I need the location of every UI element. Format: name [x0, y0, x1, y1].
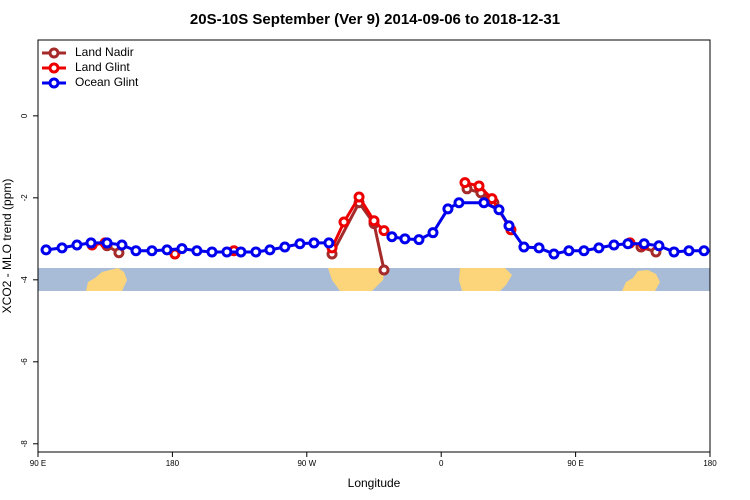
series	[40, 197, 710, 260]
x-tick-label: 90 E	[567, 459, 583, 468]
data-point	[338, 216, 350, 228]
data-point	[518, 241, 530, 253]
data-point	[638, 238, 650, 250]
data-point	[40, 244, 52, 256]
x-axis-label: Longitude	[348, 476, 401, 490]
data-point	[294, 238, 306, 250]
data-point	[563, 245, 575, 257]
data-point	[427, 227, 439, 239]
data-point	[399, 233, 411, 245]
series-line	[330, 199, 386, 271]
data-point	[308, 237, 320, 249]
data-point	[608, 239, 620, 251]
data-point	[453, 197, 465, 209]
data-point	[353, 191, 365, 203]
legend-marker	[48, 47, 60, 59]
data-point	[235, 246, 247, 258]
legend-label: Land Nadir	[75, 45, 134, 59]
y-tick-label: -4	[20, 276, 29, 284]
data-point	[101, 237, 113, 249]
data-point	[378, 225, 390, 237]
legend-marker	[48, 77, 60, 89]
map-strip	[38, 268, 710, 291]
data-point	[459, 177, 471, 189]
data-point	[622, 238, 634, 250]
land-shape	[459, 268, 512, 291]
y-tick-label: -6	[20, 358, 29, 366]
data-point	[71, 239, 83, 251]
data-point	[503, 220, 515, 232]
legend-label: Ocean Glint	[75, 75, 139, 89]
data-point	[323, 237, 335, 249]
x-tick-label: 90 E	[30, 459, 46, 468]
legend-label: Land Glint	[75, 60, 130, 74]
land-shape	[622, 270, 660, 291]
data-point	[442, 203, 454, 215]
y-tick-label: -8	[20, 440, 29, 448]
data-point	[146, 245, 158, 257]
data-point	[85, 237, 97, 249]
data-point	[493, 204, 505, 216]
data-point	[653, 240, 665, 252]
legend-marker	[48, 62, 60, 74]
data-point	[548, 248, 560, 260]
data-point	[368, 215, 380, 227]
data-point	[221, 246, 233, 258]
data-point	[413, 234, 425, 246]
data-point	[473, 180, 485, 192]
chart-title: 20S-10S September (Ver 9) 2014-09-06 to …	[190, 11, 560, 28]
data-point	[264, 244, 276, 256]
data-point	[250, 246, 262, 258]
y-axis-label: XCO2 - MLO trend (ppm)	[0, 179, 14, 314]
land-shape	[328, 268, 385, 291]
data-point	[116, 239, 128, 251]
data-point	[176, 243, 188, 255]
x-tick-label: 180	[166, 459, 180, 468]
y-tick-label: 0	[20, 113, 29, 118]
data-point	[578, 245, 590, 257]
data-point	[668, 246, 680, 258]
data-point	[386, 231, 398, 243]
y-tick-label: -2	[20, 194, 29, 202]
x-tick-label: 180	[703, 459, 717, 468]
series-line	[391, 201, 705, 256]
data-point	[486, 193, 498, 205]
plot-frame	[37, 39, 711, 453]
data-point	[683, 245, 695, 257]
data-point	[161, 244, 173, 256]
data-point	[56, 242, 68, 254]
data-point	[533, 242, 545, 254]
x-tick-label: 90 W	[297, 459, 316, 468]
data-point	[130, 245, 142, 257]
data-point	[191, 245, 203, 257]
data-point	[279, 241, 291, 253]
data-point	[478, 197, 490, 209]
data-point	[206, 246, 218, 258]
land-shape	[86, 268, 127, 291]
data-point	[378, 264, 390, 276]
data-point	[593, 242, 605, 254]
data-point	[698, 245, 710, 257]
x-tick-label: 0	[439, 459, 444, 468]
